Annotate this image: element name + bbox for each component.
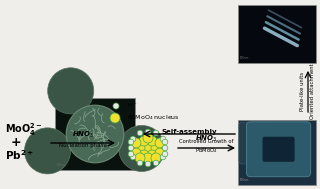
Circle shape	[135, 143, 145, 153]
FancyBboxPatch shape	[246, 122, 311, 177]
Text: $\mathbf{+}$: $\mathbf{+}$	[10, 136, 21, 149]
Text: : PbMoO$_4$ nucleus: : PbMoO$_4$ nucleus	[123, 114, 180, 122]
Circle shape	[147, 150, 157, 160]
Text: Controlled Growth of
PbMoO$_4$: Controlled Growth of PbMoO$_4$	[179, 139, 234, 155]
Circle shape	[139, 136, 149, 146]
FancyBboxPatch shape	[239, 122, 272, 164]
Text: Self-assembly: Self-assembly	[161, 129, 217, 135]
Circle shape	[143, 133, 153, 143]
Circle shape	[160, 154, 166, 160]
Circle shape	[145, 129, 151, 135]
Circle shape	[128, 151, 134, 157]
Circle shape	[128, 139, 134, 145]
Circle shape	[145, 161, 151, 167]
Circle shape	[130, 154, 136, 160]
FancyBboxPatch shape	[238, 120, 316, 185]
Circle shape	[143, 153, 153, 163]
Text: 500nm: 500nm	[240, 56, 249, 60]
Circle shape	[48, 68, 94, 114]
Text: Nucleation phase: Nucleation phase	[59, 143, 107, 148]
Circle shape	[131, 148, 141, 158]
Text: Oriented attachment: Oriented attachment	[310, 64, 316, 119]
Circle shape	[162, 151, 168, 157]
Circle shape	[155, 138, 165, 148]
Text: : H$^+$: : H$^+$	[123, 101, 138, 110]
FancyBboxPatch shape	[55, 98, 135, 170]
Circle shape	[151, 153, 161, 163]
Circle shape	[113, 103, 119, 109]
Circle shape	[160, 136, 166, 142]
Text: $\mathbf{MoO_4^{2-}}$: $\mathbf{MoO_4^{2-}}$	[5, 122, 43, 138]
Circle shape	[147, 136, 157, 146]
Text: HNO$_3$: HNO$_3$	[72, 130, 94, 140]
Circle shape	[153, 130, 159, 136]
Circle shape	[110, 113, 120, 123]
Circle shape	[119, 125, 165, 171]
Circle shape	[137, 160, 143, 166]
Circle shape	[130, 136, 136, 142]
Circle shape	[131, 138, 141, 148]
Circle shape	[137, 130, 143, 136]
Text: $\mathbf{Pb^{2+}}$: $\mathbf{Pb^{2+}}$	[5, 148, 34, 162]
Circle shape	[24, 128, 70, 174]
Text: Plate-like units: Plate-like units	[300, 72, 306, 111]
Circle shape	[162, 139, 168, 145]
Circle shape	[128, 145, 134, 151]
Circle shape	[162, 145, 168, 151]
FancyBboxPatch shape	[238, 5, 316, 63]
Circle shape	[139, 150, 149, 160]
Circle shape	[155, 148, 165, 158]
Circle shape	[135, 153, 145, 163]
Text: 500nm: 500nm	[57, 163, 66, 167]
FancyBboxPatch shape	[262, 137, 295, 162]
Text: HNO$_3$: HNO$_3$	[195, 134, 218, 144]
Text: 500nm: 500nm	[240, 178, 249, 182]
Circle shape	[143, 143, 153, 153]
Circle shape	[66, 105, 124, 163]
Circle shape	[153, 160, 159, 166]
Circle shape	[151, 143, 161, 153]
